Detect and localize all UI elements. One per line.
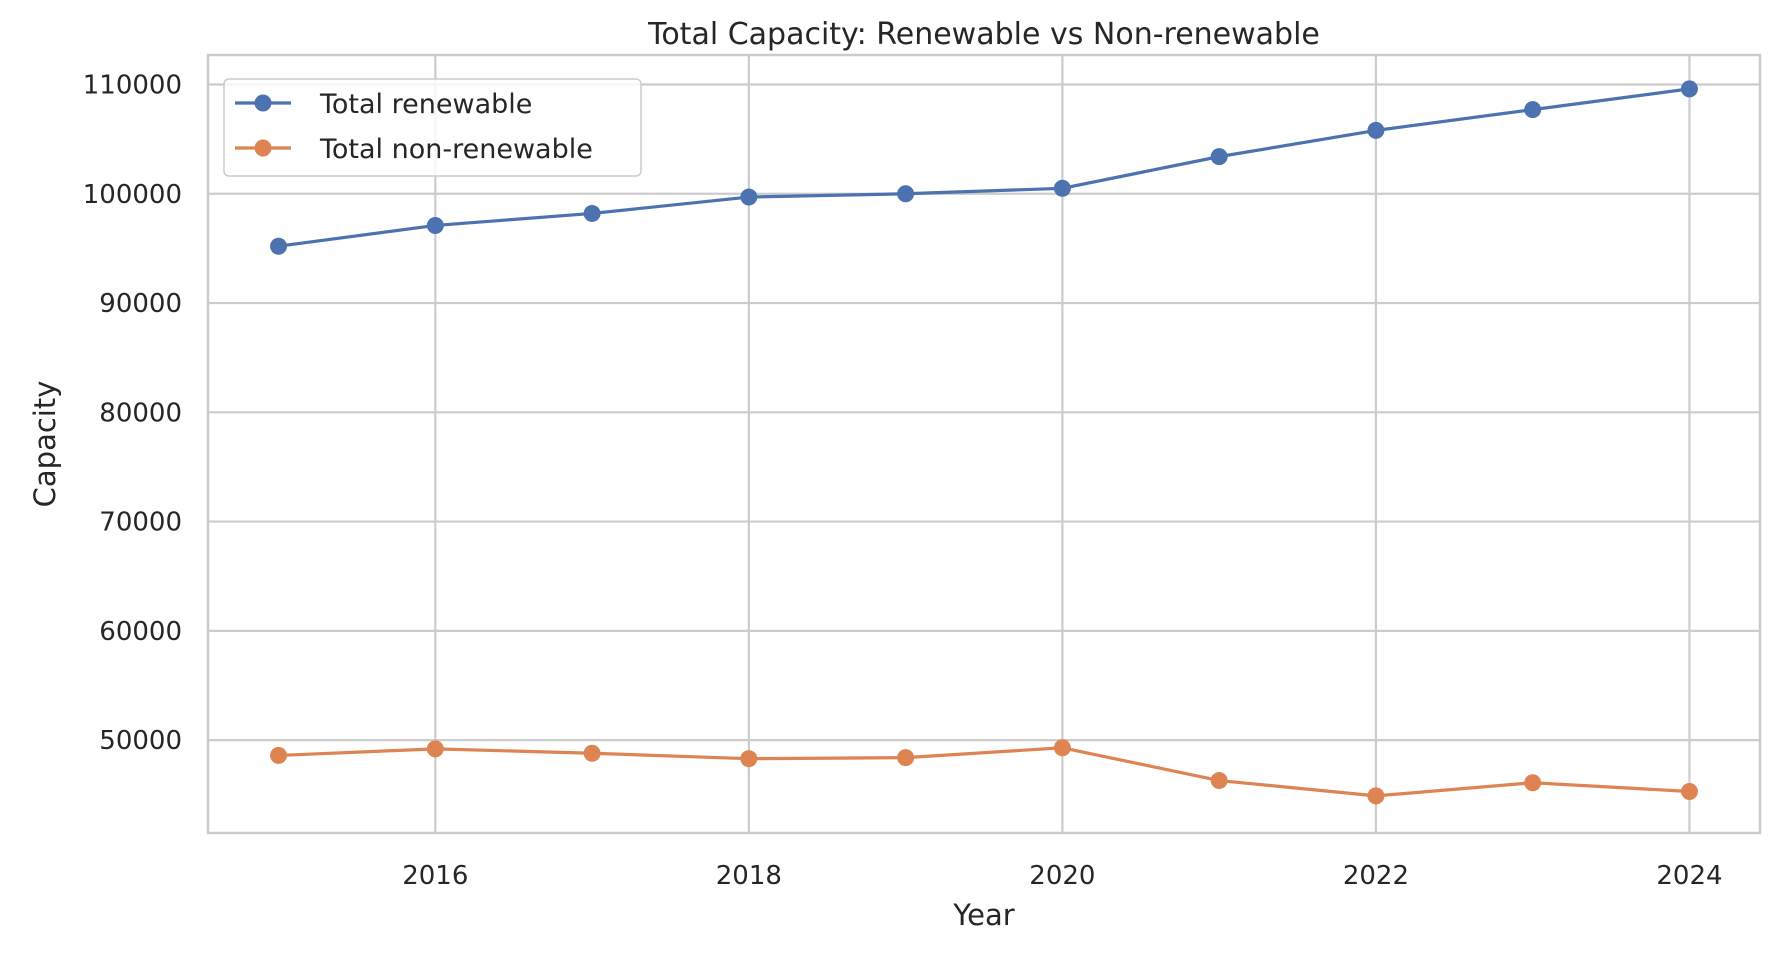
data-point <box>1053 739 1071 757</box>
chart-title: Total Capacity: Renewable vs Non-renewab… <box>647 17 1320 52</box>
y-tick-labels: 50000 60000 70000 80000 90000 100000 110000 <box>83 71 182 757</box>
data-point <box>426 216 444 234</box>
y-tick-label: 70000 <box>99 508 182 538</box>
data-point <box>1210 148 1228 166</box>
data-point <box>897 749 915 767</box>
series-layer <box>270 80 1698 805</box>
series-line <box>276 746 1692 798</box>
y-axis-title: Capacity <box>28 381 62 508</box>
data-point <box>1524 101 1542 119</box>
x-tick-label: 2018 <box>716 861 782 891</box>
series-total-non-renewable <box>270 739 1698 805</box>
data-point <box>426 740 444 758</box>
data-point <box>1524 774 1542 792</box>
legend-entries: Total renewable Total non-renewable <box>235 89 593 165</box>
y-tick-label: 100000 <box>83 180 182 210</box>
data-point <box>1680 80 1698 98</box>
x-tick-label: 2024 <box>1656 861 1722 891</box>
data-point <box>583 744 601 762</box>
y-tick-label: 110000 <box>83 71 182 101</box>
data-point <box>740 188 758 206</box>
x-tick-labels: 2016 2018 2020 2022 2024 <box>402 861 1722 891</box>
y-tick-label: 50000 <box>99 726 182 756</box>
y-tick-label: 80000 <box>99 398 182 428</box>
legend-marker <box>254 94 272 112</box>
x-tick-label: 2016 <box>402 861 468 891</box>
data-point <box>1367 787 1385 805</box>
data-point <box>1210 772 1228 790</box>
y-tick-label: 90000 <box>99 289 182 319</box>
data-point <box>1053 179 1071 197</box>
data-point <box>583 204 601 222</box>
data-point <box>740 750 758 768</box>
legend-label: Total non-renewable <box>319 134 593 165</box>
data-point <box>1680 782 1698 800</box>
data-point <box>1367 121 1385 139</box>
legend-entry: Total non-renewable <box>235 134 593 165</box>
legend: Total renewable Total non-renewable <box>223 78 642 177</box>
legend-box <box>223 78 642 177</box>
legend-marker <box>254 139 272 157</box>
legend-entry: Total renewable <box>235 89 532 120</box>
x-tick-label: 2022 <box>1343 861 1409 891</box>
data-point <box>270 237 288 255</box>
x-axis-title: Year <box>952 898 1014 932</box>
legend-label: Total renewable <box>319 89 532 120</box>
data-point <box>897 185 915 203</box>
series-line <box>276 87 1692 248</box>
x-tick-label: 2020 <box>1029 861 1095 891</box>
y-tick-label: 60000 <box>99 617 182 647</box>
data-point <box>270 746 288 764</box>
plot-frame <box>206 53 1762 835</box>
series-total-renewable <box>270 80 1698 255</box>
